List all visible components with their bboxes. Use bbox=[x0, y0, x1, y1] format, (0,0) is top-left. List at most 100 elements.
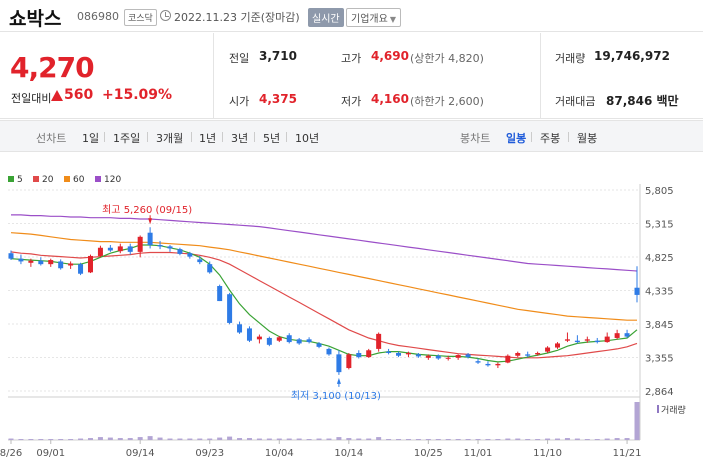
candle-body bbox=[8, 253, 14, 259]
quote-date: 2022.11.23 기준(장마감) bbox=[174, 11, 300, 24]
candles bbox=[8, 227, 640, 375]
period-1d[interactable]: 1일 bbox=[82, 132, 100, 145]
moving-average-lines bbox=[10, 214, 638, 363]
candle-weekly[interactable]: 주봉 bbox=[540, 132, 561, 145]
volume-bar bbox=[574, 438, 580, 440]
legend-swatch-120 bbox=[95, 176, 101, 182]
period-3m[interactable]: 3개월 bbox=[156, 132, 184, 145]
volume-bar bbox=[8, 438, 14, 440]
volume-bar bbox=[127, 438, 133, 440]
candle-body bbox=[48, 260, 54, 265]
volume-bar bbox=[167, 438, 173, 440]
candle-body bbox=[594, 340, 600, 343]
candle-body bbox=[574, 340, 580, 343]
period-5y[interactable]: 5년 bbox=[263, 132, 281, 145]
candle-body bbox=[326, 348, 332, 355]
ma-legend: 5 20 60 120 bbox=[8, 175, 121, 185]
divider bbox=[286, 132, 287, 142]
up-arrow-icon bbox=[336, 377, 341, 384]
candle-body bbox=[127, 246, 133, 252]
company-overview-label: 기업개요 bbox=[351, 14, 388, 25]
period-selector: 선차트 1일 1주일 3개월 1년 3년 5년 10년 봉차트 일봉 주봉 월봉 bbox=[0, 120, 703, 152]
change-value: 560 bbox=[64, 87, 94, 103]
period-10y[interactable]: 10년 bbox=[295, 132, 320, 145]
legend-swatch-60 bbox=[64, 176, 70, 182]
x-tick-label: 10/04 bbox=[265, 448, 294, 459]
volume-bar bbox=[594, 439, 600, 441]
divider bbox=[254, 132, 255, 142]
period-3y[interactable]: 3년 bbox=[231, 132, 249, 145]
volume-bar bbox=[604, 438, 610, 440]
divider bbox=[531, 132, 532, 142]
period-1w[interactable]: 1주일 bbox=[113, 132, 141, 145]
candle-body bbox=[545, 347, 551, 352]
candle-body bbox=[386, 351, 392, 354]
candle-body bbox=[475, 361, 481, 363]
x-tick-label: 09/23 bbox=[195, 448, 224, 459]
ma-line-60 bbox=[10, 232, 637, 321]
y-tick-label: 3,355 bbox=[645, 353, 674, 364]
ma-line-120 bbox=[11, 214, 638, 272]
y-tick-label: 2,864 bbox=[645, 387, 674, 398]
x-tick-label: 11/21 bbox=[613, 448, 642, 459]
candle-body bbox=[396, 353, 402, 356]
volume-label: 거래량 bbox=[555, 52, 586, 65]
divider bbox=[104, 132, 105, 142]
volume-bar bbox=[58, 439, 64, 441]
change-percent: +15.09% bbox=[102, 87, 173, 103]
candle-body bbox=[316, 343, 322, 347]
amount-value: 87,846 백만 bbox=[606, 94, 679, 108]
volume-bar bbox=[38, 439, 44, 441]
x-tick-label: 10/25 bbox=[414, 448, 443, 459]
volume-bar bbox=[207, 438, 213, 440]
line-chart-label: 선차트 bbox=[36, 132, 67, 145]
period-1y[interactable]: 1년 bbox=[199, 132, 217, 145]
candle-body bbox=[346, 354, 352, 369]
candle-monthly[interactable]: 월봉 bbox=[577, 132, 598, 145]
amount-label: 거래대금 bbox=[555, 95, 596, 108]
candle-body bbox=[455, 355, 461, 358]
y-axis: 5,805 5,315 4,825 4,335 3,845 3,355 2,864 bbox=[645, 186, 674, 398]
volume-bar bbox=[107, 437, 113, 440]
volume-bar bbox=[535, 439, 541, 441]
volume-bar bbox=[475, 439, 481, 441]
candle-body bbox=[38, 260, 44, 265]
volume-bar bbox=[455, 439, 461, 441]
x-axis: 8/26 09/01 09/14 09/23 10/04 10/14 10/25 11/01 1… bbox=[0, 440, 641, 459]
volume-bars: 거래량 bbox=[8, 402, 686, 441]
candle-body bbox=[227, 294, 233, 323]
candle-daily[interactable]: 일봉 bbox=[506, 132, 527, 145]
volume-bar bbox=[415, 439, 421, 441]
volume-bar bbox=[97, 437, 103, 440]
volume-bar bbox=[306, 439, 312, 441]
volume-bar bbox=[634, 402, 640, 440]
volume-bar bbox=[564, 438, 570, 440]
volume-bar bbox=[276, 438, 282, 440]
volume-bar bbox=[425, 439, 431, 441]
volume-bar bbox=[386, 439, 392, 441]
current-price: 4,270 bbox=[10, 51, 95, 84]
candle-body bbox=[58, 261, 64, 269]
volume-bar bbox=[217, 437, 223, 440]
candle-body bbox=[28, 260, 34, 263]
candle-body bbox=[366, 350, 372, 358]
annotations: 최고 5,260 (09/15) 최저 3,100 (10/13) bbox=[102, 204, 381, 402]
divider bbox=[191, 132, 192, 142]
realtime-button[interactable]: 실시간 bbox=[308, 8, 344, 27]
volume-bar bbox=[366, 438, 372, 440]
candle-body bbox=[425, 355, 431, 358]
price-chart[interactable]: 5 20 60 120 5,805 5,315 4,825 4,335 3,845 3,355 2… bbox=[0, 170, 703, 476]
high-annotation: 최고 5,260 (09/15) bbox=[102, 204, 192, 216]
volume-bar bbox=[266, 438, 272, 440]
volume-bar bbox=[584, 439, 590, 441]
volume-value: 19,746,972 bbox=[594, 49, 670, 63]
candle-body bbox=[286, 335, 292, 343]
change-label: 전일대비 bbox=[11, 92, 52, 105]
candle-body bbox=[525, 354, 531, 356]
ma-line-5 bbox=[10, 244, 638, 363]
stock-header: 쇼박스 086980 코스닥 2022.11.23 기준(장마감) 실시간 기업… bbox=[0, 0, 703, 32]
candle-body bbox=[87, 255, 93, 273]
company-overview-dropdown[interactable]: 기업개요 ▼ bbox=[346, 8, 401, 27]
candle-body bbox=[256, 336, 262, 340]
clock-icon bbox=[160, 10, 171, 21]
